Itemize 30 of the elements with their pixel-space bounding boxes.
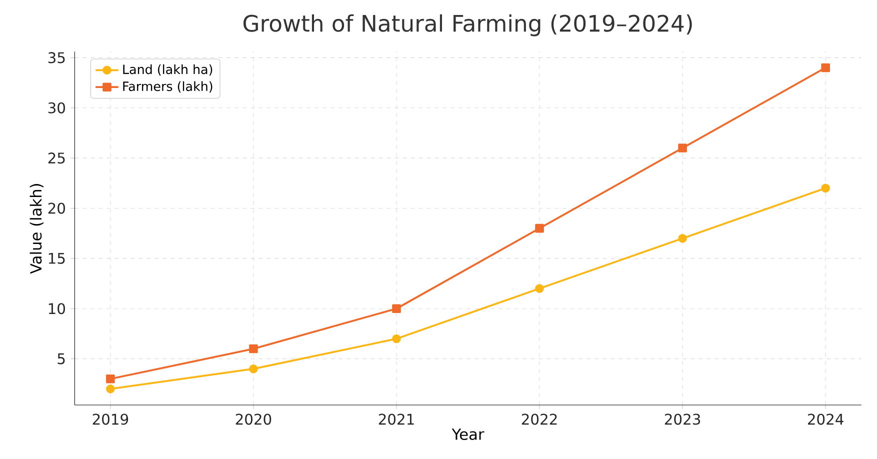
- point: [535, 224, 544, 233]
- y-tick-label: 35: [48, 52, 65, 64]
- y-tick-label: 5: [58, 353, 65, 364]
- y-tick-label: 15: [48, 252, 65, 264]
- x-tick-label: 2021: [378, 414, 414, 425]
- y-tick-label: 25: [48, 152, 65, 164]
- point: [106, 374, 115, 384]
- legend-label: Farmers (lakh): [123, 81, 212, 93]
- x-tick-label: 2019: [92, 414, 128, 425]
- x-tick-label: 2020: [236, 414, 272, 425]
- legend-label: Land (lakh ha): [123, 64, 212, 76]
- point: [821, 184, 830, 193]
- chart-title: Growth of Natural Farming (2019–2024): [243, 14, 692, 36]
- y-tick-label: 10: [48, 303, 65, 314]
- y-tick-label: 20: [48, 202, 65, 214]
- point: [249, 364, 258, 374]
- point: [106, 384, 115, 394]
- point: [249, 344, 258, 354]
- x-tick-label: 2024: [808, 414, 844, 425]
- point: [678, 144, 687, 152]
- y-tick-label: 30: [48, 102, 65, 114]
- point: [392, 304, 401, 314]
- point: [535, 284, 544, 293]
- point: [392, 334, 401, 344]
- x-tick-label: 2022: [522, 414, 557, 425]
- point: [678, 234, 687, 243]
- x-tick-label: 2023: [664, 414, 700, 425]
- point: [821, 63, 830, 72]
- y-axis-title: Value (lakh): [30, 184, 44, 274]
- x-axis-title: Year: [452, 428, 484, 440]
